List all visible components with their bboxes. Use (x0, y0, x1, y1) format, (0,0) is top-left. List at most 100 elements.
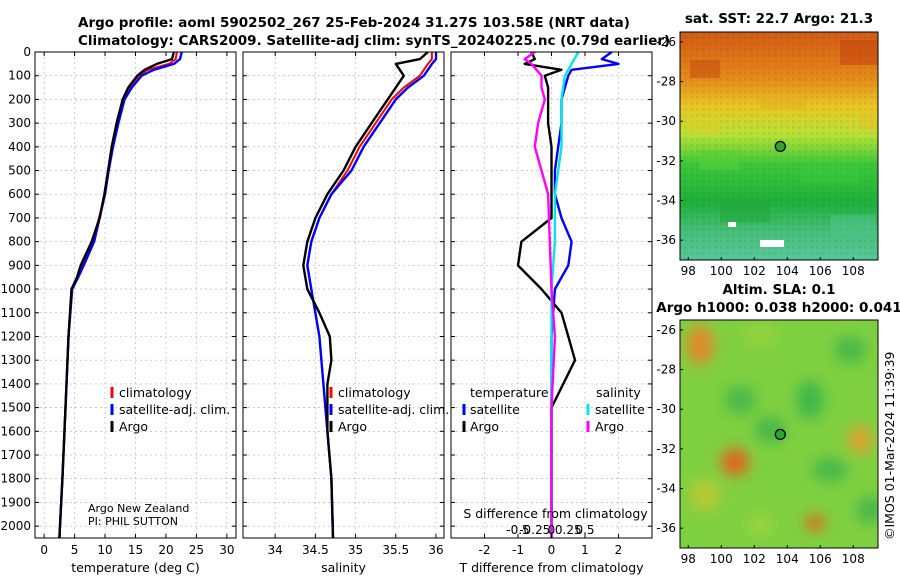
x-tick-label: 35.5 (382, 543, 409, 557)
legend-label-satellite-adj: satellite-adj. clim. (119, 402, 230, 417)
legend-heading-temperature: temperature (470, 385, 549, 400)
s-tick-label: 0 (548, 523, 556, 537)
sst-map-frame (679, 31, 879, 261)
sla-anomaly-blob (686, 325, 714, 365)
s-tick-label: 0.5 (575, 523, 594, 537)
sst-texture-patch (800, 165, 860, 183)
sla-anomaly-blob (796, 380, 824, 420)
sst-map-title: sat. SST: 22.7 Argo: 21.3 (685, 11, 873, 27)
credit-line-2: PI: PHIL SUTTON (88, 515, 178, 528)
y-tick-label: -34 (656, 194, 676, 208)
y-tick-label: -36 (656, 233, 676, 247)
x-tick-label: 5 (71, 543, 79, 557)
series-line-satellite-adj-clim- (306, 52, 438, 539)
y-tick-label: -30 (656, 402, 676, 416)
difference-legend: temperature salinity satellite Argo sate… (462, 385, 645, 434)
credit-line-1: Argo New Zealand (88, 502, 189, 515)
temperature-panel: 0100200300400500600700800900100011001200… (0, 45, 237, 575)
sst-texture-patch (700, 150, 740, 170)
y-tick-label: 1200 (0, 329, 31, 343)
y-tick-label: 1100 (0, 306, 31, 320)
y-tick-label: -28 (656, 75, 676, 89)
y-tick-label: 400 (8, 140, 31, 154)
s-axis-label: S difference from climatology (463, 506, 648, 521)
sla-anomaly-blob (856, 496, 878, 524)
sla-anomaly-blob (724, 386, 756, 414)
x-tick-label: 98 (681, 552, 696, 566)
y-tick-label: 900 (8, 258, 31, 272)
y-tick-label: -34 (656, 482, 676, 496)
argo-position-marker (774, 140, 786, 153)
sla-map: Altim. SLA: 0.1 Argo h1000: 0.038 h2000:… (656, 282, 900, 566)
sla-anomaly-blob (746, 325, 774, 345)
y-tick-label: 1900 (0, 495, 31, 509)
legend-label-sal-argo: Argo (595, 419, 624, 434)
x-tick-label: -1 (512, 543, 524, 557)
series-line-argo (302, 51, 429, 539)
x-axis-label: T difference from climatology (458, 560, 644, 575)
series-line-temperature-argo (516, 51, 577, 538)
x-tick-label: 25 (189, 543, 204, 557)
sst-texture-patch (860, 110, 878, 130)
y-tick-label: 800 (8, 235, 31, 249)
sst-texture-patch (840, 40, 878, 65)
x-tick-label: 34.5 (302, 543, 329, 557)
y-tick-label: 1400 (0, 377, 31, 391)
y-tick-label: -30 (656, 114, 676, 128)
x-tick-label: 100 (710, 552, 733, 566)
y-tick-label: 1700 (0, 448, 31, 462)
y-tick-label: -32 (656, 154, 676, 168)
legend-label-argo: Argo (119, 419, 148, 434)
plot-frame (34, 51, 237, 539)
title-line-2: Climatology: CARS2009. Satellite-adj cli… (78, 33, 670, 49)
sla-anomaly-blob (834, 336, 866, 364)
x-axis-label: temperature (deg C) (71, 560, 200, 575)
x-tick-label: 34 (268, 543, 283, 557)
legend-label-satellite-adj: satellite-adj. clim. (338, 402, 449, 417)
x-tick-label: 108 (842, 264, 865, 278)
y-tick-label: 1800 (0, 472, 31, 486)
y-tick-label: 700 (8, 211, 31, 225)
x-tick-label: 108 (842, 552, 865, 566)
sla-anomaly-blob (721, 448, 749, 476)
missing-data-patch (760, 240, 784, 247)
x-tick-label: 1 (581, 543, 589, 557)
x-tick-label: 102 (743, 552, 766, 566)
series-line-argo (58, 51, 176, 539)
x-tick-label: 0 (548, 543, 556, 557)
sst-texture-patch (830, 215, 875, 240)
x-tick-label: 35 (348, 543, 363, 557)
y-tick-label: 1600 (0, 424, 31, 438)
sst-texture-patch (690, 120, 720, 135)
x-tick-label: 20 (158, 543, 173, 557)
legend-label-climatology: climatology (119, 385, 192, 400)
sst-texture-patch (720, 200, 770, 222)
x-tick-label: -2 (479, 543, 491, 557)
sla-anomaly-blob (746, 515, 774, 535)
series-line-salinity-argo (523, 51, 557, 538)
y-tick-label: 500 (8, 164, 31, 178)
imos-timestamp: ©IMOS 01-Mar-2024 11:39:39 (882, 352, 897, 540)
y-tick-label: 200 (8, 92, 31, 106)
s-tick-label: -0.25 (519, 523, 550, 537)
sla-anomaly-blob (812, 458, 848, 482)
y-tick-label: 1000 (0, 282, 31, 296)
x-tick-label: 106 (809, 264, 832, 278)
argo-position-marker (774, 428, 786, 441)
x-tick-label: 100 (710, 264, 733, 278)
sst-map: sat. SST: 22.7 Argo: 21.3 98 100 102 104 106… (656, 11, 879, 278)
legend-heading-salinity: salinity (596, 385, 641, 400)
y-tick-label: 300 (8, 116, 31, 130)
sst-texture-patch (690, 60, 720, 78)
legend-label-argo: Argo (338, 419, 367, 434)
y-tick-label: -26 (656, 323, 676, 337)
x-tick-label: 15 (128, 543, 143, 557)
s-tick-label: 0.25 (555, 523, 582, 537)
x-axis-label: salinity (321, 560, 366, 575)
legend-label-sal-satellite: satellite (595, 402, 645, 417)
salinity-legend: climatology satellite-adj. clim. Argo (329, 385, 449, 434)
x-tick-label: 2 (615, 543, 623, 557)
y-tick-label: 0 (23, 45, 31, 59)
x-tick-label: 104 (776, 264, 799, 278)
y-tick-label: -36 (656, 521, 676, 535)
